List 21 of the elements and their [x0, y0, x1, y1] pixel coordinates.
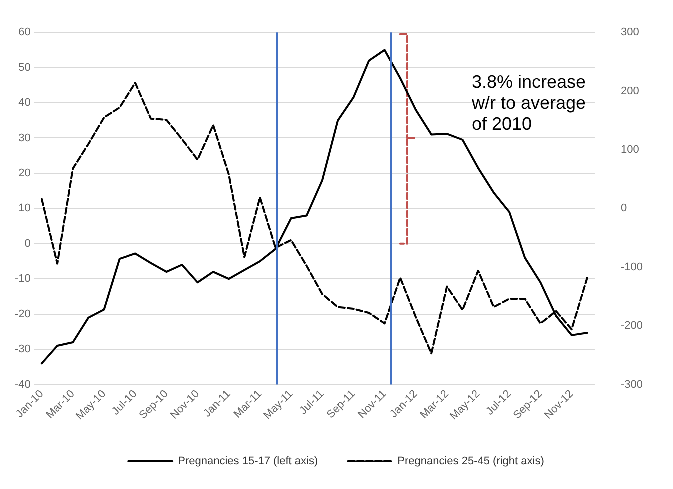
y-tick-label: -40 [14, 378, 31, 391]
y2-tick-label: -300 [620, 378, 644, 391]
annotation: 3.8% increase w/r to average of 2010 [472, 72, 588, 135]
y-tick-label: 60 [18, 26, 31, 39]
y2-tick-label: -200 [620, 320, 644, 332]
y2-tick-label: 100 [620, 144, 640, 156]
y-tick-label: 40 [18, 97, 31, 110]
legend-label: Pregnancies 25-45 (right axis) [398, 456, 544, 468]
y2-tick-label: -100 [620, 261, 644, 274]
y-tick-label: -20 [14, 308, 31, 320]
y-tick-label: 50 [18, 62, 31, 74]
y-tick-label: 0 [24, 238, 31, 250]
y-tick-label: -30 [14, 344, 31, 356]
y-tick-label: 10 [18, 202, 31, 215]
y-tick-label: -10 [14, 273, 31, 286]
y-tick-label: 20 [18, 167, 31, 180]
y2-tick-label: 300 [620, 26, 640, 39]
y2-tick-label: 200 [620, 85, 640, 98]
legend-label: Pregnancies 15-17 (left axis) [178, 456, 318, 468]
y2-tick-label: 0 [620, 202, 628, 215]
y-tick-label: 30 [18, 132, 31, 144]
